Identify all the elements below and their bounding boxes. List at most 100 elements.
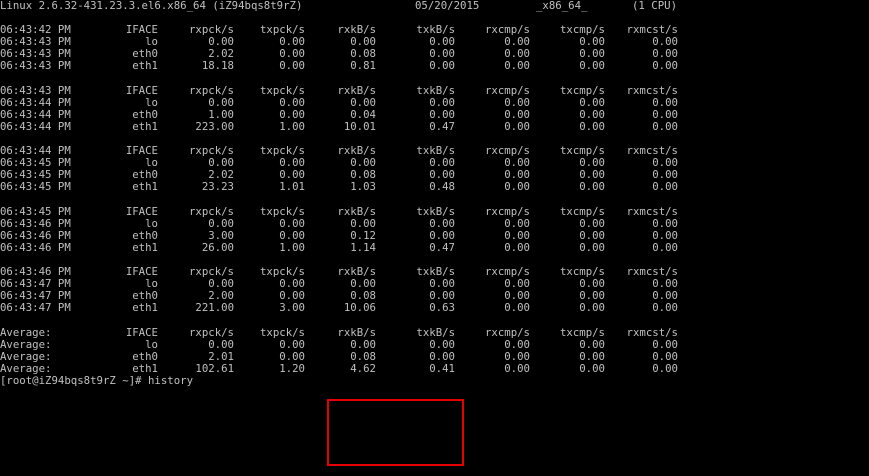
cell-rxmcst: 0.00	[652, 228, 678, 242]
cell-rxkb: 0.08	[350, 168, 376, 182]
cell-txpck: 0.00	[279, 59, 305, 73]
cell-txkb: 0.00	[429, 289, 455, 303]
cell-rxcmp: 0.00	[504, 35, 530, 49]
stats-row: 06:43:45 PM eth0 2.02 0.00 0.08 0.00 0.00 0.00 0…	[0, 169, 869, 181]
column-header-rxpck: rxpck/s	[188, 265, 234, 279]
row-time: 06:43:46 PM	[0, 216, 71, 230]
cell-rxpck: 26.00	[201, 240, 234, 254]
stats-header-line: 06:43:42 PM IFACE rxpck/s txpck/s rxkB/s txkB…	[0, 24, 869, 36]
cell-rxcmp: 0.00	[504, 119, 530, 133]
cell-rxmcst: 0.00	[652, 289, 678, 303]
cell-txpck: 0.00	[279, 35, 305, 49]
column-header-rxmcst: rxmcst/s	[626, 23, 678, 37]
column-header-rxpck: rxpck/s	[188, 144, 234, 158]
cell-rxmcst: 0.00	[652, 119, 678, 133]
cell-txcmp: 0.00	[579, 301, 605, 315]
cell-txpck: 0.00	[279, 228, 305, 242]
cell-rxmcst: 0.00	[652, 59, 678, 73]
cell-rxcmp: 0.00	[504, 361, 530, 375]
stats-header-line: Average: IFACE rxpck/s txpck/s rxkB/s txkB/s r…	[0, 325, 869, 339]
cell-rxcmp: 0.00	[504, 301, 530, 315]
cell-rxcmp: 0.00	[504, 180, 530, 194]
header-time: Average:	[0, 325, 52, 339]
row-time: 06:43:43 PM	[0, 47, 71, 61]
cell-txkb: 0.00	[429, 337, 455, 351]
cell-txcmp: 0.00	[579, 168, 605, 182]
cell-txkb: 0.00	[429, 47, 455, 61]
column-header-txkb: txkB/s	[416, 265, 455, 279]
shell-prompt[interactable]: [root@iZ94bqs8t9rZ ~]# history	[0, 373, 194, 387]
cell-rxmcst: 0.00	[652, 277, 678, 291]
cell-txkb: 0.48	[429, 180, 455, 194]
cell-txkb: 0.63	[429, 301, 455, 315]
cell-txcmp: 0.00	[579, 349, 605, 363]
cell-rxmcst: 0.00	[652, 301, 678, 315]
blank-line	[0, 73, 869, 85]
column-header-rxpck: rxpck/s	[188, 204, 234, 218]
cell-rxmcst: 0.00	[652, 35, 678, 49]
row-time: 06:43:45 PM	[0, 180, 71, 194]
cell-iface: eth0	[132, 289, 158, 303]
stats-header-line: 06:43:45 PM IFACE rxpck/s txpck/s rxkB/s txkB…	[0, 204, 869, 218]
cell-iface: eth0	[132, 349, 158, 363]
stats-row: 06:43:46 PM eth1 26.00 1.00 1.14 0.47 0.00 0.00…	[0, 240, 869, 254]
row-time: 06:43:44 PM	[0, 119, 71, 133]
column-header-rxmcst: rxmcst/s	[626, 325, 678, 339]
stats-header-line: 06:43:44 PM IFACE rxpck/s txpck/s rxkB/s txkB…	[0, 145, 869, 157]
cell-rxmcst: 0.00	[652, 361, 678, 375]
column-header-rxpck: rxpck/s	[188, 83, 234, 97]
cell-rxcmp: 0.00	[504, 337, 530, 351]
cell-rxkb: 0.04	[350, 107, 376, 121]
cell-rxmcst: 0.00	[652, 168, 678, 182]
cell-txkb: 0.47	[429, 119, 455, 133]
cell-rxkb: 0.08	[350, 47, 376, 61]
cell-rxpck: 2.02	[208, 168, 234, 182]
cell-txcmp: 0.00	[579, 119, 605, 133]
cell-rxpck: 0.00	[208, 95, 234, 109]
cell-rxkb: 10.06	[343, 301, 376, 315]
cell-txpck: 0.00	[279, 156, 305, 170]
cell-rxkb: 0.00	[350, 337, 376, 351]
cell-rxpck: 3.00	[208, 228, 234, 242]
cell-rxmcst: 0.00	[652, 107, 678, 121]
cell-rxpck: 0.00	[208, 156, 234, 170]
row-time: 06:43:44 PM	[0, 107, 71, 121]
row-time: 06:43:47 PM	[0, 277, 71, 291]
column-header-rxkb: rxkB/s	[337, 265, 376, 279]
cell-rxkb: 10.01	[343, 119, 376, 133]
cell-iface: eth1	[132, 301, 158, 315]
cell-txpck: 0.00	[279, 216, 305, 230]
cell-rxcmp: 0.00	[504, 240, 530, 254]
cell-rxkb: 1.14	[350, 240, 376, 254]
cell-txkb: 0.00	[429, 59, 455, 73]
cell-rxkb: 0.00	[350, 156, 376, 170]
stats-row: 06:43:44 PM eth0 1.00 0.00 0.04 0.00 0.00 0.00 0…	[0, 107, 869, 121]
cell-txkb: 0.00	[429, 228, 455, 242]
column-header-iface: IFACE	[125, 265, 158, 279]
row-time: 06:43:44 PM	[0, 95, 71, 109]
column-header-rxcmp: rxcmp/s	[484, 23, 530, 37]
column-header-rxcmp: rxcmp/s	[484, 83, 530, 97]
cell-rxkb: 0.81	[350, 59, 376, 73]
arch-info: _x86_64_	[536, 0, 588, 12]
cell-rxkb: 0.00	[350, 216, 376, 230]
cell-txcmp: 0.00	[579, 47, 605, 61]
cell-txkb: 0.00	[429, 95, 455, 109]
column-header-txkb: txkB/s	[416, 23, 455, 37]
column-header-txcmp: txcmp/s	[559, 144, 605, 158]
cell-txcmp: 0.00	[579, 35, 605, 49]
cell-iface: eth1	[132, 59, 158, 73]
cell-txcmp: 0.00	[579, 361, 605, 375]
cell-rxmcst: 0.00	[652, 240, 678, 254]
cell-rxmcst: 0.00	[652, 156, 678, 170]
cell-rxkb: 4.62	[350, 361, 376, 375]
cell-iface: lo	[145, 35, 158, 49]
column-header-txkb: txkB/s	[416, 325, 455, 339]
header-time: 06:43:44 PM	[0, 144, 71, 158]
cell-iface: eth1	[132, 119, 158, 133]
cell-iface: lo	[145, 277, 158, 291]
cell-txpck: 0.00	[279, 47, 305, 61]
column-header-iface: IFACE	[125, 144, 158, 158]
cell-rxcmp: 0.00	[504, 107, 530, 121]
